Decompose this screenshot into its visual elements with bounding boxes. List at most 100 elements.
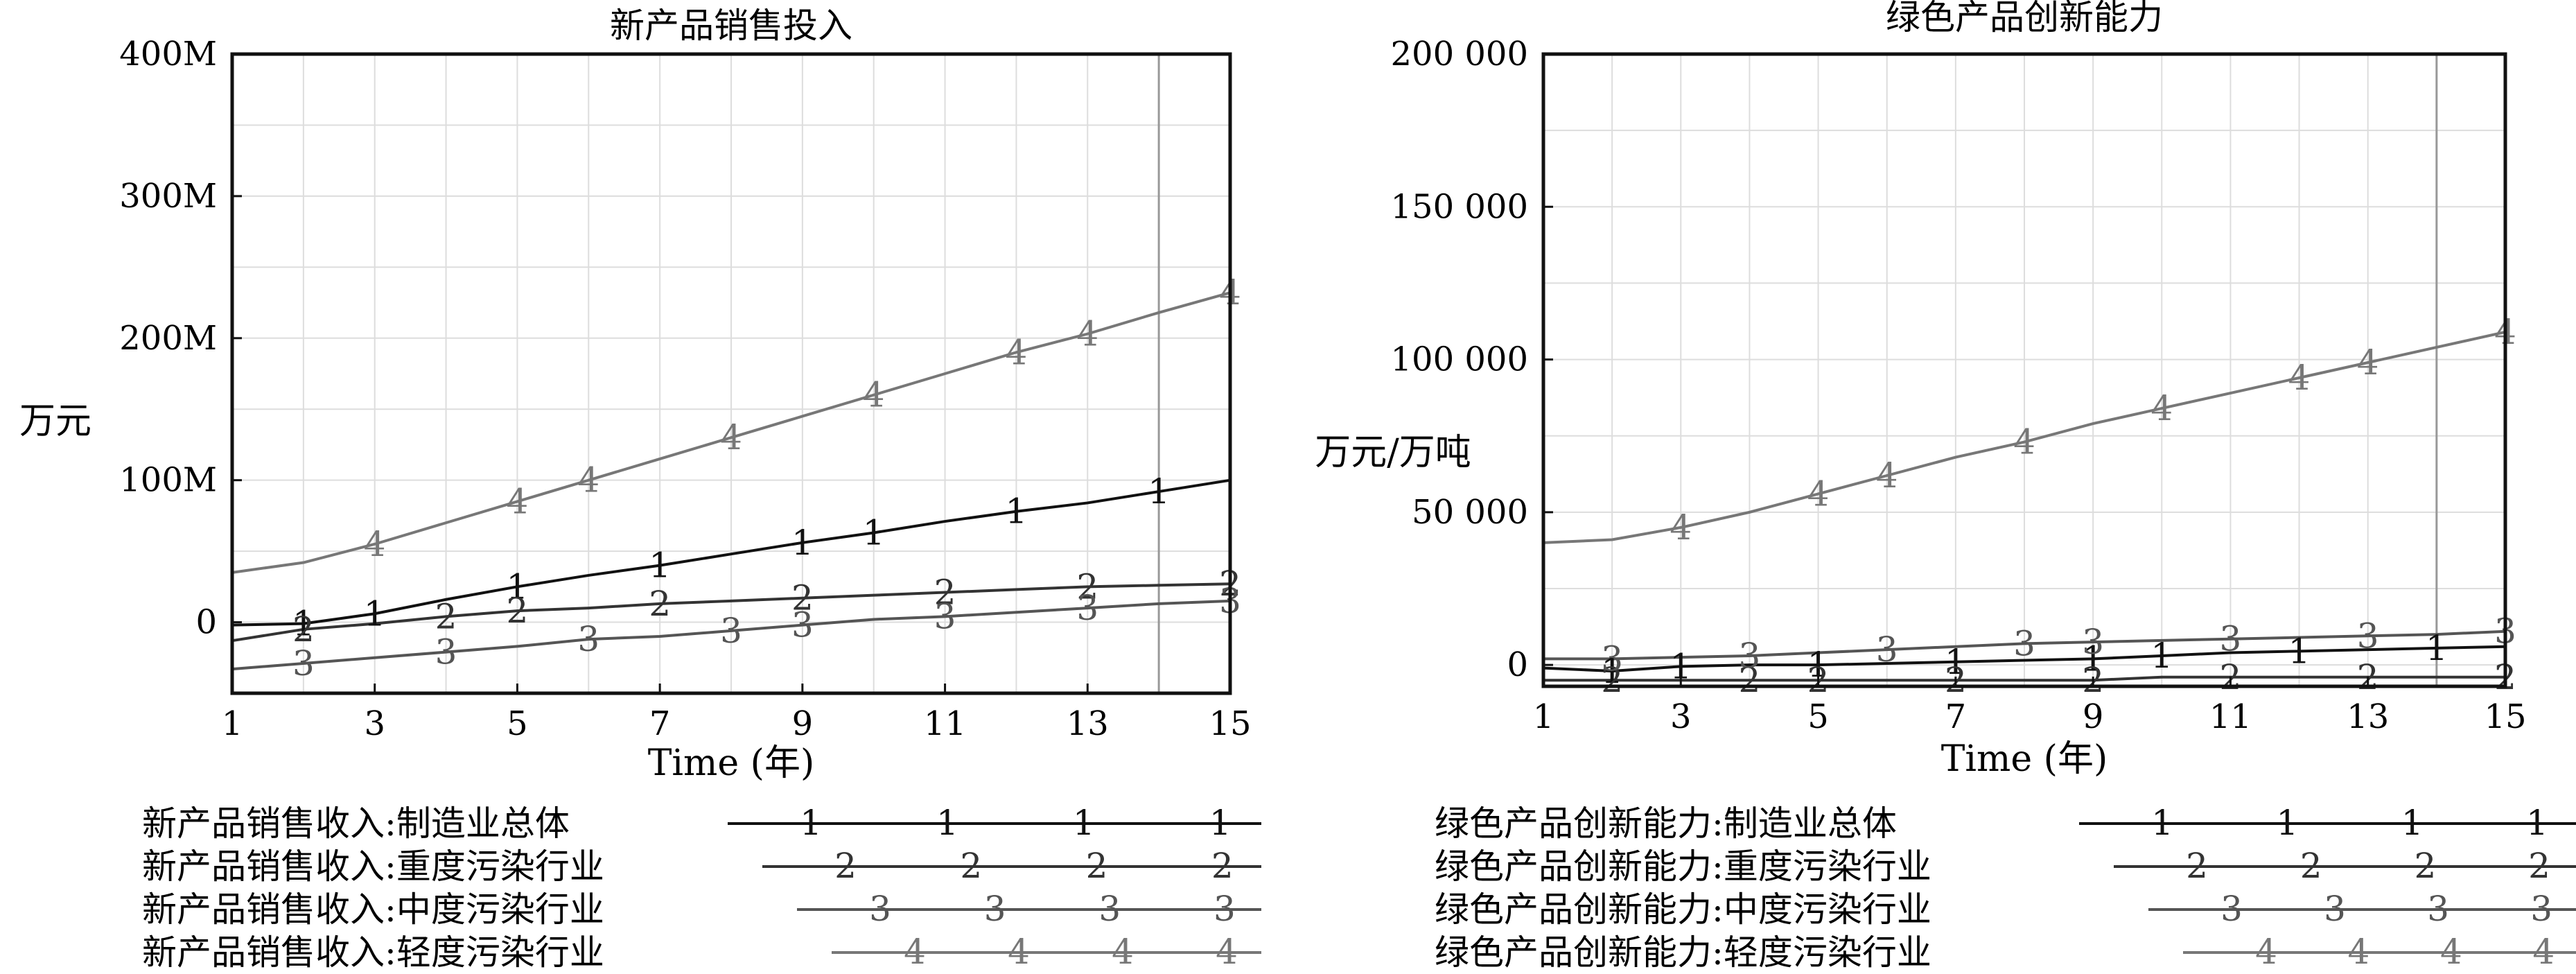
legend-label: 绿色产品创新能力:制造业总体 [1435, 803, 1897, 844]
series-1-marker: 1 [1601, 651, 1623, 691]
series-3-marker: 3 [577, 619, 599, 659]
x-tick-label: 9 [792, 704, 814, 743]
x-tick-label: 11 [2209, 697, 2252, 736]
y-tick-label: 100M [119, 461, 217, 500]
series-4-line [231, 291, 1231, 574]
legend-marker: 1 [1073, 803, 1095, 843]
legend-marker: 3 [1213, 889, 1236, 929]
y-tick-label: 400M [119, 35, 217, 73]
plot-frame [1541, 52, 2507, 688]
chart-title: 新产品销售投入 [610, 6, 852, 46]
series-3-marker: 3 [1876, 629, 1898, 670]
legend-marker: 2 [2528, 846, 2550, 886]
series-2-line [1543, 675, 2505, 682]
series-4-marker: 4 [2150, 388, 2173, 428]
series-3-marker: 3 [2357, 616, 2379, 656]
series-3-marker: 3 [720, 611, 742, 651]
x-tick-label: 3 [364, 704, 385, 743]
legend-marker: 4 [2348, 932, 2370, 972]
series-4-marker: 4 [577, 460, 599, 501]
series-2-marker: 2 [934, 573, 956, 613]
legend-label: 新产品销售收入:制造业总体 [142, 803, 570, 844]
legend-label: 新产品销售收入:轻度污染行业 [142, 932, 604, 973]
series-1-marker: 1 [791, 523, 814, 563]
series-4-marker: 4 [1670, 507, 1692, 548]
legend-label: 绿色产品创新能力:重度污染行业 [1435, 846, 1931, 887]
series-1-markers: 1 1 1 1 1 1 1 1 [292, 471, 1170, 644]
legend-label: 绿色产品创新能力:轻度污染行业 [1435, 932, 1931, 973]
series-1-marker: 1 [1945, 642, 1967, 682]
x-tick-label: 15 [1209, 704, 1251, 743]
series-4-marker: 4 [507, 481, 529, 521]
legend-label: 绿色产品创新能力:中度污染行业 [1435, 889, 1931, 930]
legend-marker: 4 [904, 932, 926, 972]
series-4-marker: 4 [1076, 314, 1098, 354]
x-tick-label: 1 [222, 704, 243, 743]
legend-marker: 4 [1008, 932, 1030, 972]
series-4-marker: 4 [1807, 473, 1830, 514]
legend-marker: 4 [1216, 932, 1238, 972]
x-axis-label: Time (年) [1941, 738, 2108, 780]
series-4-marker: 4 [2288, 358, 2311, 398]
plot-frame [230, 52, 1232, 695]
series-3-marker: 3 [1601, 638, 1623, 679]
legend: 新产品销售收入:制造业总体 1 1 1 1 新产品销售收入:重度污染行业 2 2 2 2 新产品销售… [142, 803, 1261, 973]
series-2-line [231, 582, 1231, 643]
legend-label: 新产品销售收入:中度污染行业 [142, 889, 604, 930]
legend-marker: 1 [2526, 803, 2548, 843]
legend-marker: 1 [2276, 803, 2298, 843]
legend-marker: 1 [1209, 803, 1232, 843]
legend-marker: 3 [2427, 889, 2449, 929]
y-tick-label: 200 000 [1391, 35, 1529, 73]
series-3-marker: 3 [292, 643, 315, 684]
y-tick-label: 0 [195, 603, 217, 642]
series-2-marker: 2 [292, 609, 315, 650]
y-axis-label: 万元 [19, 401, 91, 442]
series-4-marker: 4 [364, 524, 386, 564]
legend: 绿色产品创新能力:制造业总体 1 1 1 1 绿色产品创新能力:重度污染行业 2 2 2 2 绿色产… [1435, 803, 2576, 973]
series-3-line [231, 599, 1231, 671]
legend-marker: 3 [2220, 889, 2243, 929]
series-4-marker: 4 [2013, 422, 2035, 462]
legend-marker: 2 [1211, 846, 1234, 886]
series-1-line [231, 478, 1231, 627]
legend-marker: 1 [800, 803, 822, 843]
x-tick-label: 13 [1067, 704, 1109, 743]
legend-marker: 2 [2414, 846, 2436, 886]
series-2-marker: 2 [1601, 660, 1623, 700]
series-3-marker: 3 [1739, 636, 1761, 676]
legend-marker: 2 [2300, 846, 2322, 886]
x-tick-label: 5 [507, 704, 528, 743]
y-axis-label: 万元/万吨 [1315, 432, 1471, 473]
x-tick-label: 15 [2484, 697, 2526, 736]
legend-marker: 4 [1112, 932, 1134, 972]
grid [232, 54, 1230, 693]
series-3-marker: 3 [791, 605, 814, 645]
series-3-marker: 3 [2220, 619, 2242, 659]
legend-label: 新产品销售收入:重度污染行业 [142, 846, 604, 887]
series-3-marker: 3 [1076, 588, 1098, 628]
series-2-marker: 2 [791, 578, 814, 618]
series-1-marker: 1 [1006, 492, 1028, 532]
legend-marker: 1 [2401, 803, 2424, 843]
series-1-marker: 1 [2082, 638, 2104, 679]
series-4-line [1543, 330, 2506, 544]
series-1-line [1543, 645, 2506, 672]
series-1-marker: 1 [1148, 471, 1170, 512]
series-2-marker: 2 [649, 584, 671, 624]
x-tick-label: 5 [1807, 697, 1829, 736]
series-1-marker: 1 [507, 566, 529, 607]
series-1-marker: 1 [863, 512, 885, 553]
legend-marker: 3 [984, 889, 1006, 929]
series-1-marker: 1 [2150, 636, 2173, 676]
series-1-marker: 1 [649, 546, 671, 586]
series-3-line [1543, 629, 2506, 661]
series-4-marker: 4 [720, 417, 742, 458]
y-tick-label: 50 000 [1412, 493, 1528, 532]
